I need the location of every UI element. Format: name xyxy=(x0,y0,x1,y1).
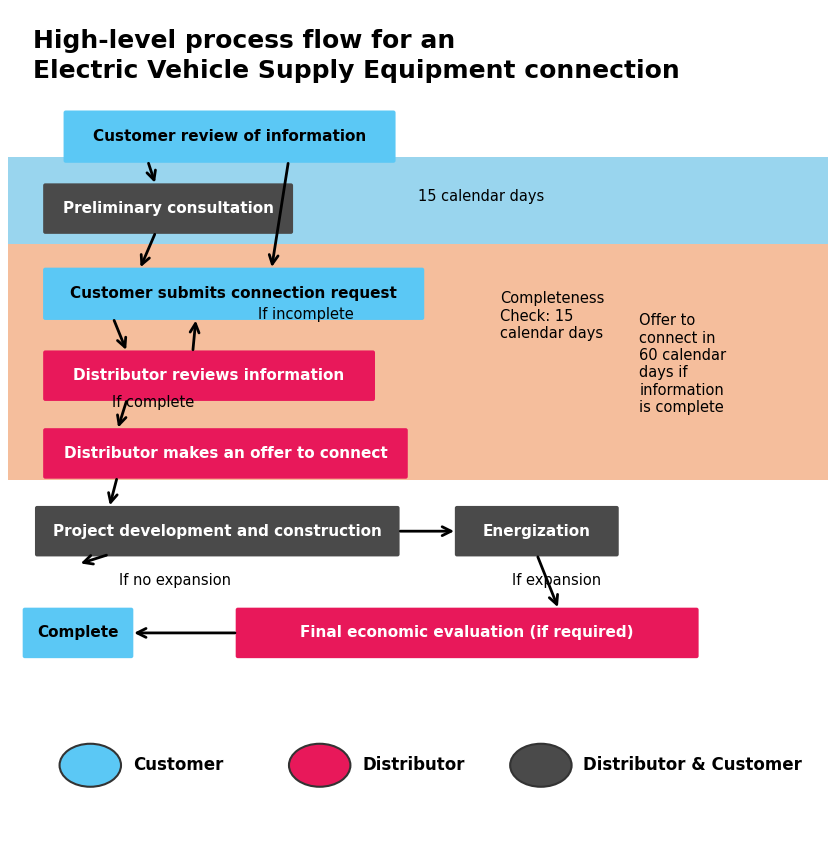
FancyBboxPatch shape xyxy=(35,506,400,556)
Text: High-level process flow for an: High-level process flow for an xyxy=(33,29,455,53)
FancyBboxPatch shape xyxy=(455,506,619,556)
Bar xyxy=(8,157,828,244)
Text: Project development and construction: Project development and construction xyxy=(53,523,382,538)
Ellipse shape xyxy=(510,744,572,787)
Text: If no expansion: If no expansion xyxy=(119,573,231,588)
Bar xyxy=(8,244,614,480)
FancyBboxPatch shape xyxy=(64,111,395,163)
Ellipse shape xyxy=(59,744,121,787)
Text: If incomplete: If incomplete xyxy=(258,307,354,322)
FancyBboxPatch shape xyxy=(236,608,699,658)
Bar xyxy=(614,244,828,480)
Text: Offer to
connect in
60 calendar
days if
information
is complete: Offer to connect in 60 calendar days if … xyxy=(640,313,726,415)
FancyBboxPatch shape xyxy=(43,183,293,234)
Text: Completeness
Check: 15
calendar days: Completeness Check: 15 calendar days xyxy=(500,291,604,341)
Text: Distributor & Customer: Distributor & Customer xyxy=(584,756,803,774)
Text: Distributor: Distributor xyxy=(362,756,465,774)
Text: Customer submits connection request: Customer submits connection request xyxy=(70,286,397,301)
Text: If complete: If complete xyxy=(112,395,195,409)
Text: Electric Vehicle Supply Equipment connection: Electric Vehicle Supply Equipment connec… xyxy=(33,59,680,83)
Ellipse shape xyxy=(289,744,350,787)
Text: Customer review of information: Customer review of information xyxy=(93,129,366,144)
Text: Distributor reviews information: Distributor reviews information xyxy=(74,368,344,383)
Text: Final economic evaluation (if required): Final economic evaluation (if required) xyxy=(300,625,634,641)
FancyBboxPatch shape xyxy=(43,428,408,479)
Text: Customer: Customer xyxy=(133,756,223,774)
Text: Distributor makes an offer to connect: Distributor makes an offer to connect xyxy=(64,446,387,461)
FancyBboxPatch shape xyxy=(43,268,424,320)
FancyBboxPatch shape xyxy=(23,608,133,658)
Text: Complete: Complete xyxy=(38,625,119,641)
FancyBboxPatch shape xyxy=(43,350,375,401)
Text: If expansion: If expansion xyxy=(512,573,601,588)
Text: 15 calendar days: 15 calendar days xyxy=(418,189,544,203)
Text: Preliminary consultation: Preliminary consultation xyxy=(63,201,273,216)
Text: Energization: Energization xyxy=(483,523,591,538)
